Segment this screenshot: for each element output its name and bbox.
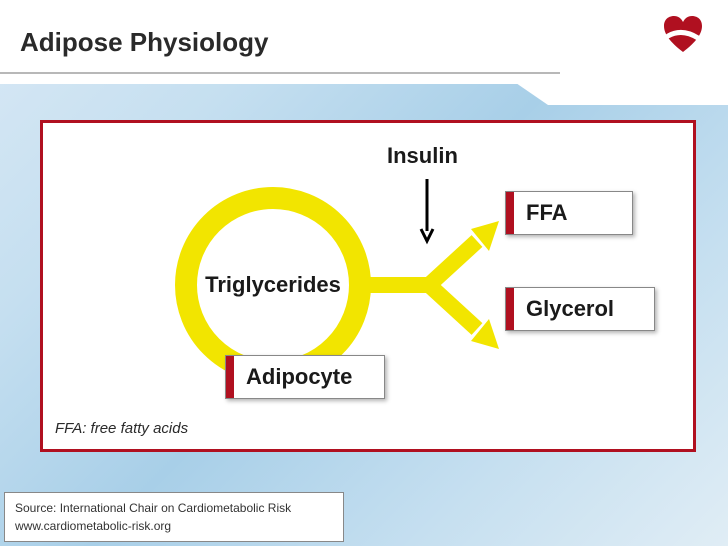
page-title: Adipose Physiology [20, 27, 269, 58]
source-box: Source: International Chair on Cardiomet… [4, 492, 344, 542]
heart-logo-icon [662, 14, 704, 56]
adipocyte-box: Adipocyte [225, 355, 385, 399]
header-right-tab [548, 83, 728, 105]
footnote: FFA: free fatty acids [55, 420, 188, 437]
glycerol-box: Glycerol [505, 287, 655, 331]
triglycerides-label: Triglycerides [205, 272, 341, 298]
ffa-box: FFA [505, 191, 633, 235]
diagram-panel: Insulin Triglycerides FFA Glycerol Adipo… [40, 120, 696, 452]
box-tab [506, 192, 514, 234]
box-tab [506, 288, 514, 330]
box-tab [226, 356, 234, 398]
ffa-label: FFA [526, 200, 568, 226]
adipocyte-label: Adipocyte [246, 364, 352, 390]
header-underline [0, 72, 560, 74]
source-line-1: Source: International Chair on Cardiomet… [15, 499, 333, 517]
adipocyte-cell-circle: Triglycerides [175, 187, 371, 383]
glycerol-label: Glycerol [526, 296, 614, 322]
insulin-label: Insulin [387, 143, 458, 169]
source-line-2: www.cardiometabolic-risk.org [15, 517, 333, 535]
